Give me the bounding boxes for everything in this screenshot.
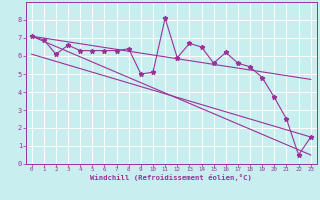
- X-axis label: Windchill (Refroidissement éolien,°C): Windchill (Refroidissement éolien,°C): [90, 174, 252, 181]
